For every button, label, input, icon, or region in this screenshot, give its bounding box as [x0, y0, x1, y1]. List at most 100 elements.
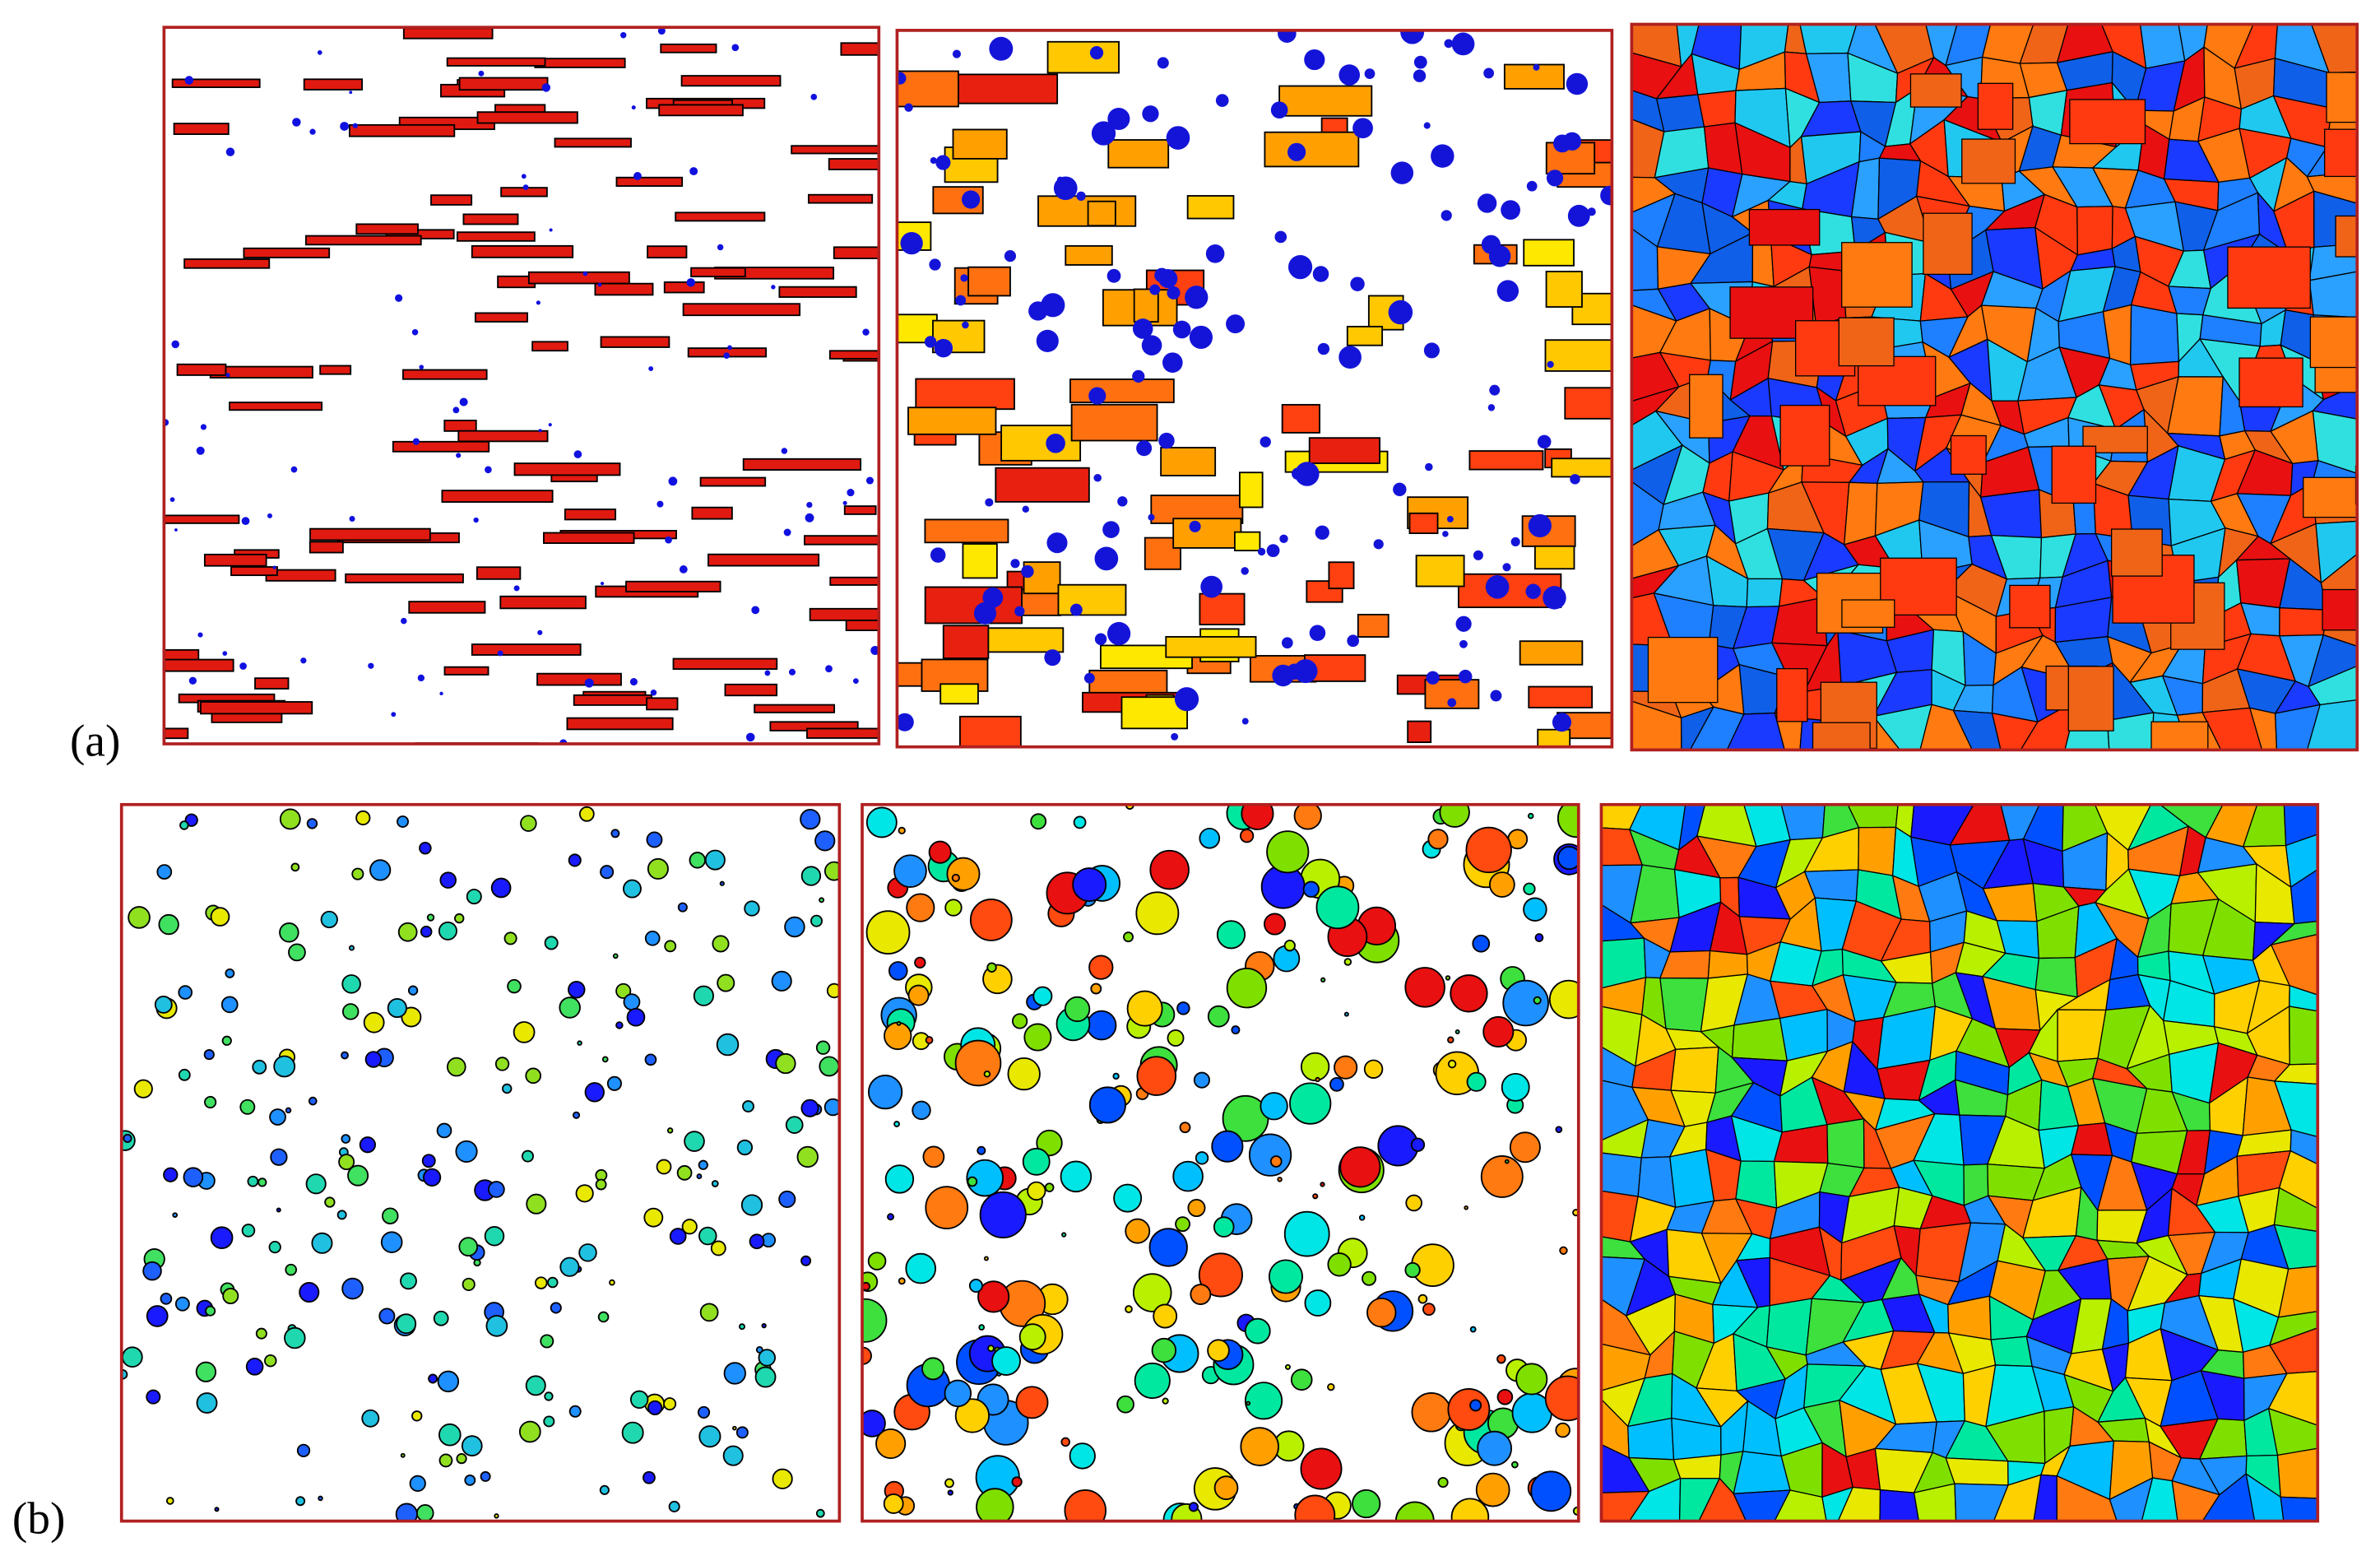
- grain: [1022, 1147, 1051, 1176]
- grain: [1363, 1059, 1384, 1080]
- particle: [349, 91, 353, 95]
- grain: [1334, 1055, 1358, 1080]
- grain: [1776, 667, 1808, 722]
- grain: [2238, 357, 2303, 408]
- particle: [1083, 672, 1095, 684]
- grain: [939, 683, 979, 705]
- particle: [783, 528, 791, 536]
- particle: [1094, 546, 1119, 571]
- grain: [907, 984, 930, 1006]
- particle: [1172, 320, 1191, 339]
- grain: [828, 350, 879, 360]
- grain: [319, 365, 352, 375]
- grain: [806, 727, 879, 739]
- grain: [615, 1021, 624, 1029]
- particle: [225, 373, 230, 378]
- grain: [742, 458, 862, 471]
- grain: [744, 900, 760, 917]
- particle: [1543, 586, 1566, 610]
- particle: [412, 438, 420, 445]
- grain: [2141, 1477, 2178, 1521]
- grain: [1447, 1387, 1491, 1431]
- grain: [1240, 1427, 1279, 1466]
- grain: [736, 1139, 754, 1156]
- grain: [1879, 1489, 1920, 1521]
- particle: [842, 500, 847, 505]
- particle: [745, 732, 755, 742]
- grain: [195, 1361, 217, 1382]
- grain: [1628, 1477, 1682, 1521]
- grain: [2227, 246, 2311, 309]
- particle: [1278, 30, 1297, 43]
- particle: [1487, 404, 1496, 411]
- particle: [656, 500, 664, 508]
- grain: [415, 1504, 434, 1521]
- particle: [960, 274, 968, 282]
- particle: [771, 285, 776, 290]
- grain: [959, 715, 1022, 747]
- grain: [526, 1193, 547, 1215]
- grain: [461, 1435, 483, 1456]
- grain: [531, 341, 568, 352]
- particle: [1046, 433, 1065, 453]
- grain: [647, 857, 669, 880]
- grain: [1527, 812, 1534, 820]
- grain: [564, 509, 617, 521]
- grain: [1315, 885, 1360, 930]
- grain: [800, 866, 822, 886]
- particle: [1473, 550, 1483, 560]
- grain: [438, 1453, 453, 1468]
- grain: [284, 1326, 306, 1349]
- grain: [1233, 531, 1261, 552]
- particle: [1021, 564, 1034, 578]
- particle: [805, 513, 814, 523]
- grain: [1559, 1246, 1568, 1255]
- particle: [538, 429, 542, 433]
- grain: [2067, 666, 2114, 732]
- particle: [401, 617, 407, 625]
- grain: [1065, 244, 1113, 266]
- grain: [210, 907, 230, 927]
- grain: [2308, 634, 2358, 688]
- grain: [1779, 404, 1830, 467]
- grain: [245, 1358, 264, 1376]
- grain: [544, 1391, 554, 1401]
- grain: [2269, 1327, 2318, 1374]
- particle: [897, 713, 914, 732]
- grain: [1427, 829, 1449, 850]
- grain: [2335, 215, 2358, 258]
- grain: [443, 420, 477, 432]
- grain: [865, 910, 911, 955]
- grain: [1116, 1395, 1134, 1414]
- grain: [1176, 1001, 1190, 1015]
- grain: [2201, 707, 2263, 750]
- grain: [615, 176, 684, 188]
- particle: [452, 406, 460, 414]
- grain: [1113, 1183, 1143, 1213]
- grain: [2248, 707, 2278, 750]
- grain: [684, 1131, 705, 1152]
- grain: [1352, 1489, 1381, 1519]
- particle: [1477, 193, 1497, 213]
- grain: [1480, 1154, 1524, 1198]
- grain: [466, 889, 482, 905]
- grain: [1061, 1232, 1067, 1238]
- grain: [395, 1503, 418, 1521]
- grain: [986, 962, 997, 973]
- grain: [534, 58, 626, 68]
- grain: [699, 1303, 719, 1322]
- grain: [122, 1346, 143, 1368]
- grain: [146, 1305, 169, 1327]
- grain: [485, 1314, 508, 1337]
- grain: [677, 902, 688, 913]
- grain: [1175, 1216, 1190, 1233]
- particle: [1295, 462, 1320, 486]
- particle: [657, 27, 666, 35]
- grain: [305, 1173, 327, 1195]
- grain: [2303, 476, 2358, 518]
- grain: [969, 899, 1013, 941]
- particle: [1390, 161, 1414, 184]
- panel-label: (b): [12, 1493, 66, 1543]
- grain: [1037, 195, 1137, 227]
- particle: [764, 670, 771, 676]
